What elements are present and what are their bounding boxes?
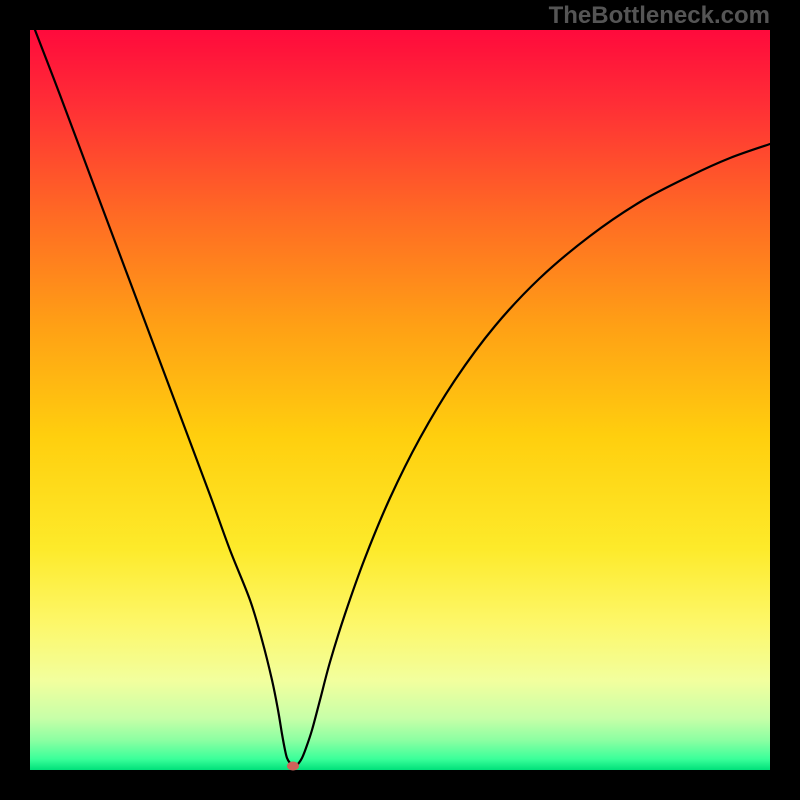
plot-area [30,30,770,770]
bottleneck-curve [35,30,770,765]
optimum-marker [287,762,299,771]
watermark-text: TheBottleneck.com [549,2,770,30]
curve-svg [30,30,770,770]
